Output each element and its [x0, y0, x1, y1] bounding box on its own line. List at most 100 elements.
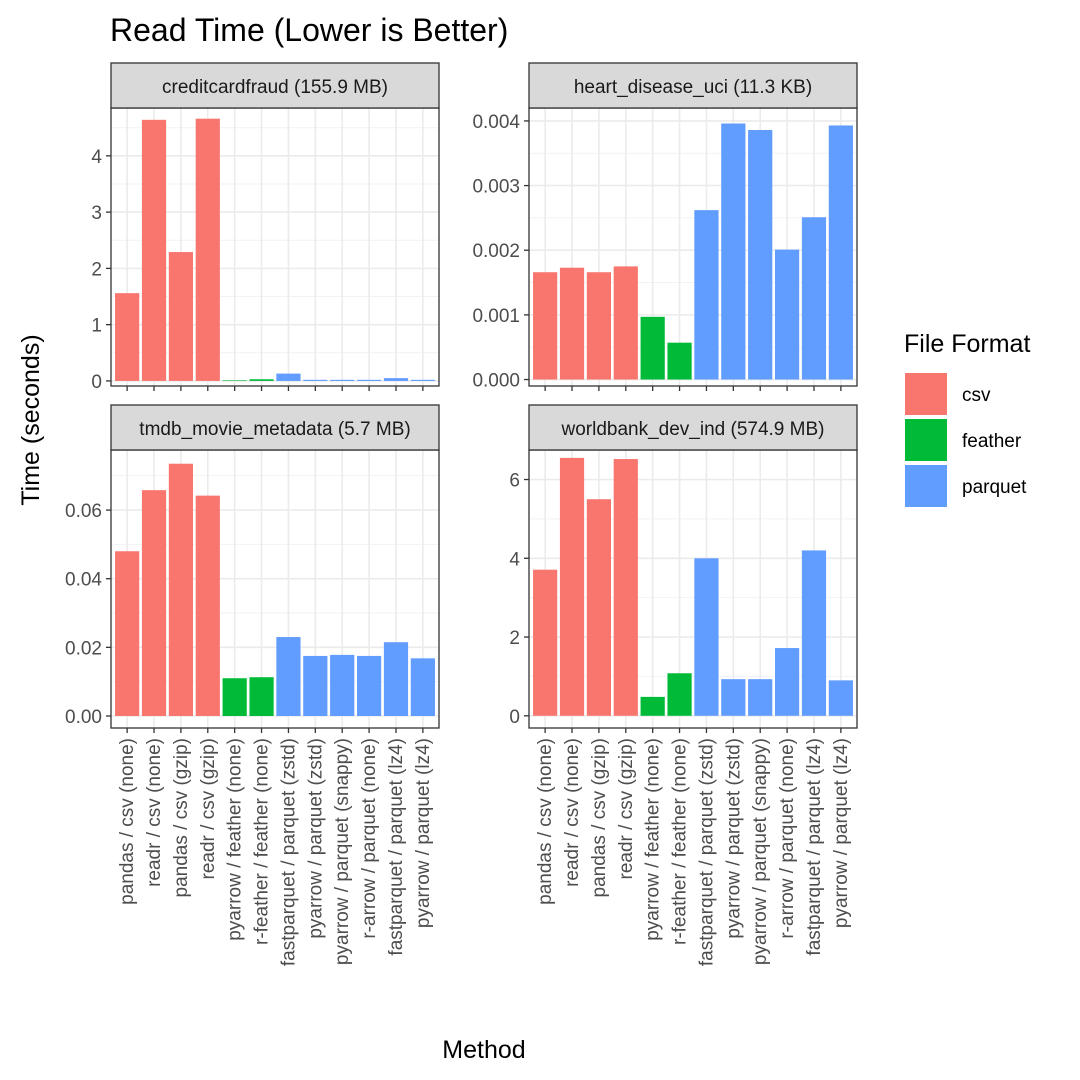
x-tick-label: readr / csv (gzip) [616, 738, 637, 879]
x-tick-label: fastparquet / parquet (zstd) [278, 738, 299, 966]
bar-csv [195, 118, 220, 381]
x-tick-label: pandas / csv (none) [117, 738, 138, 905]
bar-feather [667, 342, 692, 380]
y-tick-label: 0.004 [472, 112, 520, 133]
y-tick-label: 3 [91, 203, 102, 224]
facet-strip-label: heart_disease_uci (11.3 KB) [574, 77, 812, 98]
y-tick-label: 0.06 [65, 501, 102, 522]
bar-parquet [276, 637, 301, 716]
facet-panel: worldbank_dev_ind (574.9 MB) 0 2 4 6 [509, 404, 858, 733]
x-tick-label: pyarrow / parquet (lz4) [413, 738, 434, 928]
x-tick-label: pandas / csv (gzip) [171, 738, 192, 897]
x-tick-label: fastparquet / parquet (lz4) [804, 738, 825, 956]
x-tick-label: pyarrow / parquet (snappy) [750, 738, 771, 965]
facet-strip-label: worldbank_dev_ind (574.9 MB) [561, 419, 825, 440]
bar-csv [559, 267, 585, 380]
y-axis-title: Time (seconds) [17, 334, 45, 505]
bar-csv [168, 252, 193, 381]
bar-feather [249, 677, 274, 716]
y-tick-label: 2 [91, 259, 102, 280]
bar-parquet [801, 550, 827, 716]
bar-csv [168, 463, 193, 716]
bar-csv [115, 293, 140, 381]
x-tick-label: pyarrow / parquet (zstd) [723, 738, 744, 939]
bar-csv [586, 272, 611, 380]
bar-parquet [410, 658, 435, 716]
facet-strip [110, 404, 440, 451]
x-tick-label: pandas / csv (gzip) [589, 738, 610, 897]
y-tick-label: 0.000 [472, 371, 520, 392]
bar-feather [667, 673, 692, 716]
x-tick-label: r-arrow / parquet (none) [359, 738, 380, 939]
bar-parquet [410, 379, 435, 381]
bar-feather [222, 678, 247, 716]
bar-csv [559, 457, 585, 716]
bar-csv [115, 551, 140, 716]
x-tick-label: pyarrow / parquet (snappy) [332, 738, 353, 965]
bar-parquet [721, 679, 746, 716]
bar-csv [533, 569, 558, 716]
y-tick-label: 6 [509, 471, 520, 492]
bar-csv [613, 459, 638, 716]
bar-parquet [383, 642, 409, 716]
bar-parquet [357, 379, 382, 381]
bar-feather [640, 316, 665, 380]
legend-label: parquet [962, 477, 1027, 498]
bar-parquet [694, 210, 719, 380]
x-axis-title: Method [442, 1036, 525, 1064]
facet-panel: heart_disease_uci (11.3 KB) 0.000 0.001 0.0… [472, 62, 858, 392]
x-tick-label: pyarrow / feather (none) [225, 738, 246, 941]
bar-parquet [775, 648, 800, 716]
x-tick-label: r-arrow / parquet (none) [777, 738, 798, 939]
bar-feather [249, 379, 274, 381]
bar-parquet [303, 379, 328, 381]
bar-parquet [694, 558, 719, 716]
y-tick-label: 0.04 [65, 570, 102, 591]
bar-csv [613, 266, 638, 380]
facet-strip [528, 62, 858, 109]
x-tick-label: r-feather / feather (none) [252, 738, 273, 945]
legend: File Format csv feather parquet [904, 330, 1030, 507]
y-tick-label: 4 [509, 549, 520, 570]
bar-parquet [801, 217, 827, 380]
y-tick-label: 0.003 [472, 177, 520, 198]
bar-feather [640, 696, 665, 716]
y-tick-label: 0 [91, 372, 102, 393]
y-tick-label: 1 [91, 316, 102, 337]
legend-key-parquet [905, 465, 947, 507]
bar-parquet [303, 655, 328, 716]
bar-parquet [276, 373, 301, 381]
legend-label: feather [962, 431, 1022, 452]
x-tick-label: readr / csv (none) [144, 738, 165, 887]
facet-strip [110, 62, 440, 109]
facet-panel: tmdb_movie_metadata (5.7 MB) 0.00 0.02 0.04… [65, 404, 440, 733]
bar-csv [586, 499, 611, 716]
legend-key-feather [905, 419, 947, 461]
bar-parquet [775, 249, 800, 380]
bar-parquet [383, 378, 409, 381]
facet-strip-label: creditcardfraud (155.9 MB) [162, 77, 388, 98]
bar-parquet [330, 654, 355, 716]
y-tick-label: 0 [509, 707, 520, 728]
y-tick-label: 0.002 [472, 241, 520, 262]
bar-csv [533, 272, 558, 380]
bar-parquet [357, 655, 382, 716]
chart-title: Read Time (Lower is Better) [110, 12, 508, 48]
bar-feather [222, 380, 247, 381]
bar-csv [141, 490, 167, 716]
facet-panels: creditcardfraud (155.9 MB) 0 1 2 3 4 heart_dis… [65, 62, 858, 733]
bar-csv [195, 495, 220, 716]
x-tick-label: pyarrow / parquet (zstd) [305, 738, 326, 939]
y-tick-label: 0.001 [472, 306, 520, 327]
bar-parquet [748, 129, 773, 380]
bar-parquet [828, 125, 853, 380]
facet-strip [528, 404, 858, 451]
y-tick-label: 4 [91, 147, 102, 168]
x-tick-labels: pandas / csv (none) readr / csv (none) pan… [117, 738, 852, 966]
y-tick-label: 0.02 [65, 638, 102, 659]
legend-key-csv [905, 373, 947, 415]
x-tick-label: readr / csv (none) [562, 738, 583, 887]
x-tick-label: fastparquet / parquet (lz4) [386, 738, 407, 956]
y-tick-label: 2 [509, 628, 520, 649]
